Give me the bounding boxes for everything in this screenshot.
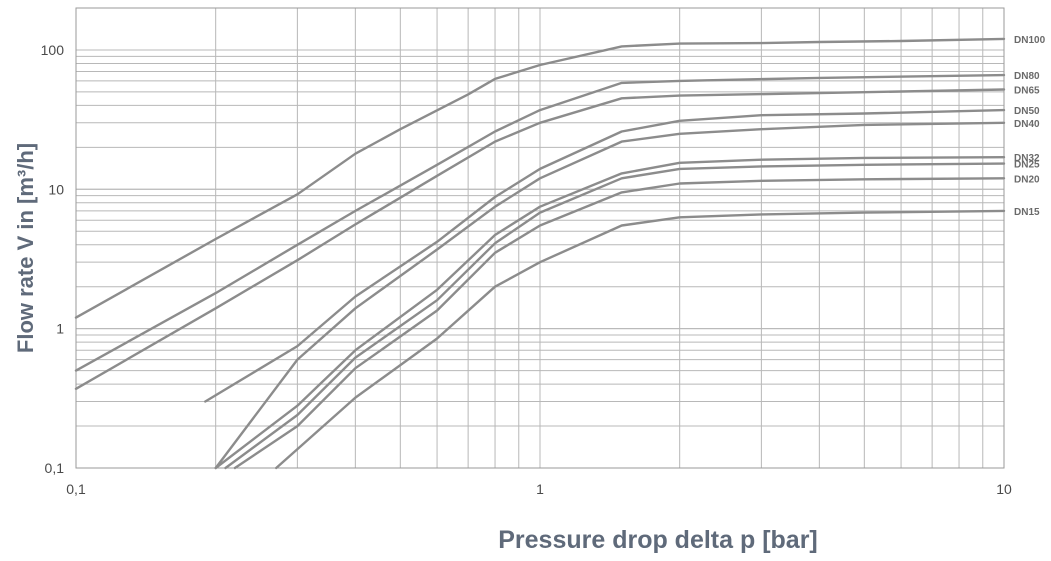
series-line-dn40 — [214, 121, 1006, 470]
grid — [75, 7, 1005, 469]
series-line-dn65 — [74, 88, 1006, 390]
y-axis-title: Flow rate V in [m³/h] — [13, 143, 38, 353]
series-label-dn40: DN40 — [1014, 119, 1040, 130]
series-lines — [74, 37, 1006, 470]
series-label-dn65: DN65 — [1014, 86, 1040, 97]
series-line-dn20 — [233, 177, 1006, 470]
series-label-dn80: DN80 — [1014, 71, 1040, 82]
x-axis-title: Pressure drop delta p [bar] — [498, 526, 818, 554]
series-label-dn100: DN100 — [1014, 35, 1046, 46]
series-line-dn15 — [275, 209, 1006, 470]
series-label-dn20: DN20 — [1014, 174, 1040, 185]
y-tick-label: 10 — [48, 181, 64, 197]
x-tick-label: 1 — [536, 481, 544, 497]
y-tick-label: 1 — [56, 321, 64, 337]
series-label-dn25: DN25 — [1014, 160, 1040, 171]
series-label-dn50: DN50 — [1014, 106, 1040, 117]
series-label-dn32: DN32 — [1014, 153, 1040, 164]
y-tick-label: 0,1 — [45, 460, 65, 476]
series-line-dn32 — [214, 156, 1006, 470]
y-tick-label: 100 — [41, 42, 65, 58]
series-line-dn25 — [224, 162, 1006, 470]
tick-labels: 0,1 1 10 0,1 1 10 100 — [41, 42, 1012, 497]
series-line-dn50 — [204, 108, 1006, 403]
plot-frame — [75, 7, 1005, 469]
series-line-dn100 — [74, 37, 1006, 319]
series-label-dn15: DN15 — [1014, 207, 1040, 218]
series-line-dn80 — [74, 73, 1006, 372]
x-tick-label: 0,1 — [66, 481, 86, 497]
x-tick-label: 10 — [996, 481, 1012, 497]
